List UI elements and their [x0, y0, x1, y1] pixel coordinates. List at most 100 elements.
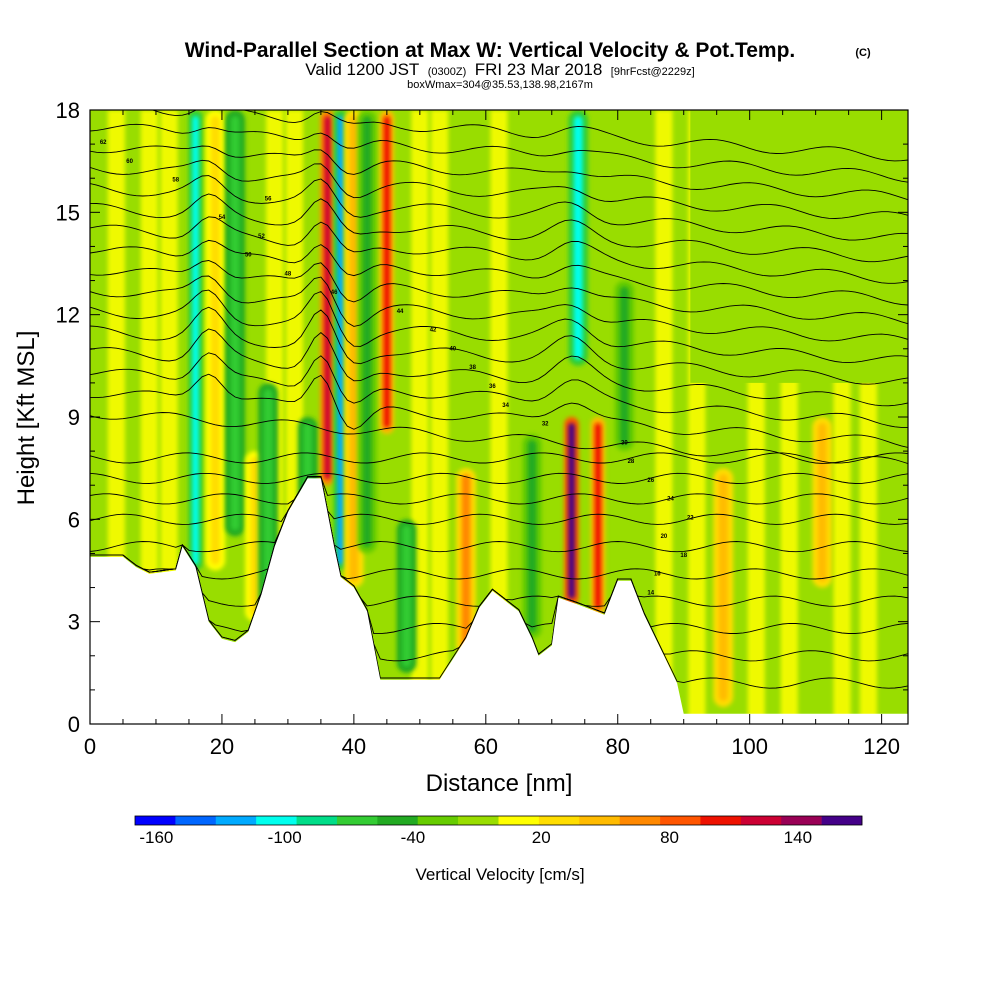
potential-temperature-contours: 62 60 58 56 54 52 50 48 46 44 42 40 38 36 34 32 30 28 26 24… — [90, 110, 908, 689]
theta-contour — [90, 328, 908, 407]
velocity-feature-core — [817, 423, 827, 582]
colorbar-swatch — [579, 816, 620, 825]
colorbar-swatch — [377, 816, 419, 825]
chart-title: Wind-Parallel Section at Max W: Vertical… — [185, 39, 796, 62]
theta-contour — [90, 145, 908, 201]
upper-right-field — [690, 110, 908, 383]
contour-label: 28 — [628, 459, 635, 465]
x-tick-label: 100 — [731, 734, 768, 759]
theta-contour — [90, 289, 908, 364]
contour-label: 50 — [245, 253, 252, 259]
colorbar-swatch — [256, 816, 297, 825]
theta-contour — [90, 275, 908, 342]
contour-label: 14 — [647, 590, 654, 596]
velocity-feature-core — [250, 457, 260, 616]
x-tick-label: 20 — [210, 734, 234, 759]
velocity-feature-core — [383, 116, 391, 429]
background-band — [655, 110, 673, 724]
velocity-feature-core — [349, 116, 359, 582]
y-tick-label: 18 — [56, 98, 80, 123]
contour-label: 18 — [680, 553, 687, 559]
colorbar-swatch — [458, 816, 499, 825]
y-tick-label: 0 — [68, 712, 80, 737]
contour-label: 40 — [449, 346, 456, 352]
contour-label: 58 — [172, 178, 179, 184]
valid-utc: (0300Z) — [428, 66, 467, 78]
colorbar-swatch — [498, 816, 540, 825]
y-tick-label: 12 — [56, 303, 80, 328]
velocity-feature-core — [619, 286, 629, 446]
theta-contour — [90, 193, 908, 263]
colorbar-tick-label: 20 — [532, 828, 551, 847]
x-axis-label: Distance [nm] — [426, 770, 573, 797]
y-axis-label: Height [Kft MSL] — [13, 331, 40, 506]
colorbar-swatch — [135, 816, 176, 825]
velocity-feature-core — [192, 116, 199, 565]
contour-label: 52 — [258, 234, 265, 240]
velocity-feature-core — [573, 116, 583, 360]
theta-contour — [90, 306, 908, 385]
velocity-feature-core — [210, 116, 220, 565]
contour-label: 34 — [502, 403, 509, 409]
colorbar-swatch — [781, 816, 822, 825]
colorbar-swatch — [417, 816, 459, 825]
plot-area: 62 60 58 56 54 52 50 48 46 44 42 40 38 36 34 32 30 28 26 24… — [90, 110, 908, 724]
theta-contour — [90, 476, 908, 505]
theta-contour — [90, 159, 908, 219]
colorbar-tick-label: 80 — [660, 828, 679, 847]
colorbar-label: Vertical Velocity [cm/s] — [415, 865, 584, 884]
theta-contour — [90, 476, 908, 607]
contour-label: 54 — [219, 215, 226, 221]
y-tick-label: 9 — [68, 405, 80, 430]
theta-contour — [90, 216, 908, 284]
colorbar-frame — [134, 815, 863, 826]
theta-contour — [90, 412, 908, 465]
theta-contour — [90, 123, 908, 183]
y-tick-label: 6 — [68, 507, 80, 532]
colorbar-swatch — [296, 816, 338, 825]
theta-contour — [90, 239, 908, 306]
velocity-feature-core — [337, 116, 344, 565]
x-tick-label: 80 — [605, 734, 629, 759]
velocity-feature-core — [461, 474, 471, 650]
contour-label: 56 — [265, 196, 272, 202]
colorbar-swatch — [700, 816, 742, 825]
theta-contour — [90, 452, 908, 464]
contour-label: 42 — [430, 328, 437, 334]
colorbar-swatch — [215, 816, 257, 825]
theta-contour — [90, 373, 908, 448]
contour-label: 46 — [331, 290, 338, 296]
contour-label: 24 — [667, 497, 674, 503]
contour-label: 16 — [654, 572, 661, 578]
colorbar-swatch — [619, 816, 661, 825]
colorbar-swatch — [660, 816, 701, 825]
contour-label: 38 — [469, 365, 476, 371]
theta-contour — [90, 476, 908, 525]
contour-label: 30 — [621, 440, 628, 446]
theta-contour — [151, 110, 908, 162]
theta-contour — [90, 260, 908, 325]
background-band — [140, 110, 158, 724]
colorbar-tick-label: -40 — [401, 828, 426, 847]
contour-label: 22 — [687, 515, 694, 521]
terrain-mask — [90, 478, 908, 724]
theta-contour — [90, 352, 908, 428]
forecast-info: [9hrFcst@2229z] — [611, 66, 695, 78]
theta-contour — [90, 476, 908, 553]
contour-label: 48 — [285, 271, 292, 277]
velocity-feature-core — [568, 423, 575, 599]
colorbar-tick-label: -160 — [139, 828, 173, 847]
x-tick-label: 120 — [863, 734, 900, 759]
y-tick-label: 15 — [56, 200, 80, 225]
contour-label: 32 — [542, 422, 549, 428]
title-copyright-mark: (C) — [855, 47, 871, 59]
contour-label: 44 — [397, 309, 404, 315]
contour-label: 20 — [661, 534, 668, 540]
valid-date: FRI 23 Mar 2018 — [475, 60, 603, 79]
colorbar-swatch — [740, 816, 782, 825]
x-tick-label: 60 — [474, 734, 498, 759]
contour-label: 26 — [647, 478, 654, 484]
colorbar-tick-label: -100 — [268, 828, 302, 847]
